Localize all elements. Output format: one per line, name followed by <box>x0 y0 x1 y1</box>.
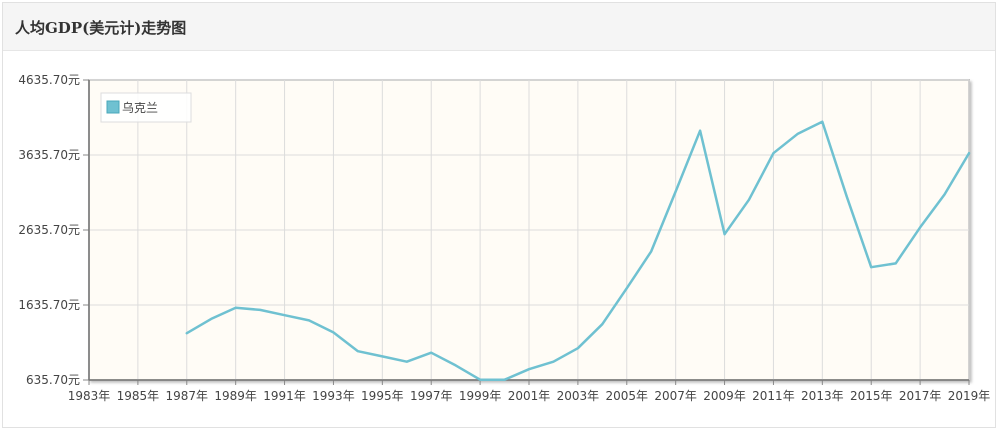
y-tick-label: 635.70元 <box>26 373 80 387</box>
y-tick-label: 3635.70元 <box>18 148 80 162</box>
x-tick-label: 2001年 <box>508 389 551 403</box>
series-layer <box>185 120 971 381</box>
x-tick-label: 2019年 <box>948 389 991 403</box>
legend-label: 乌克兰 <box>122 100 158 115</box>
x-tick-label: 2015年 <box>850 389 893 403</box>
x-axis: 1983年 1985年 1987年 1989年 1991年 1993年 1995年 1997年… <box>68 379 991 403</box>
legend-swatch <box>106 100 120 114</box>
panel-header: 人均GDP(美元计)走势图 <box>3 3 995 51</box>
x-tick-label: 1993年 <box>312 389 355 403</box>
x-tick-label: 1991年 <box>263 389 306 403</box>
y-tick-label: 1635.70元 <box>18 298 80 312</box>
y-axis: 4635.70元 3635.70元 2635.70元 1635.70元 635.70元 <box>18 73 90 387</box>
legend: 乌克兰 <box>100 92 192 123</box>
y-tick-label: 4635.70元 <box>18 73 80 87</box>
y-tick-label: 2635.70元 <box>18 223 80 237</box>
x-tick-label: 1997年 <box>410 389 453 403</box>
panel-title: 人均GDP(美元计)走势图 <box>15 19 187 37</box>
x-tick-label: 2017年 <box>899 389 942 403</box>
x-tick-label: 2013年 <box>801 389 844 403</box>
x-tick-label: 2005年 <box>606 389 649 403</box>
x-tick-label: 2007年 <box>654 389 697 403</box>
x-tick-label: 1983年 <box>68 389 111 403</box>
x-tick-label: 1985年 <box>117 389 160 403</box>
x-tick-label: 2003年 <box>557 389 600 403</box>
series-line-0 <box>185 120 971 381</box>
x-tick-label: 2009年 <box>703 389 746 403</box>
x-tick-label: 1987年 <box>166 389 209 403</box>
x-tick-label: 1999年 <box>459 389 502 403</box>
x-tick-label: 2011年 <box>752 389 795 403</box>
x-tick-label: 1995年 <box>361 389 404 403</box>
x-tick-label: 1989年 <box>214 389 257 403</box>
